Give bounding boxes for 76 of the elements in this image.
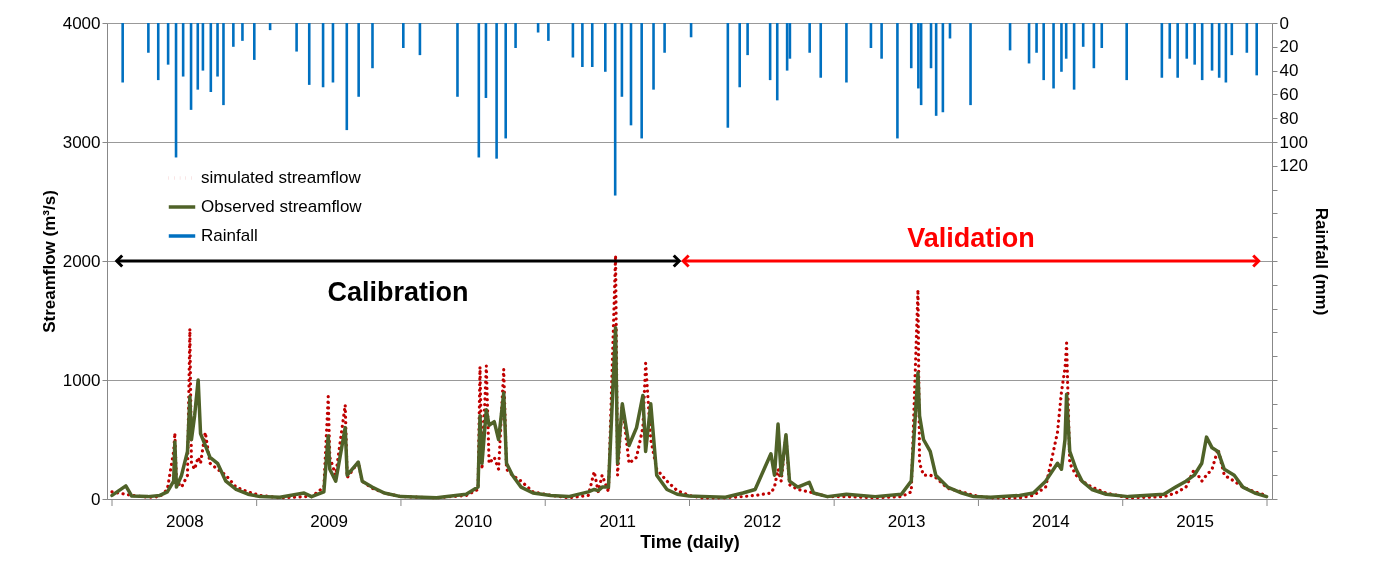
x-tick-label: 2009 <box>310 511 349 531</box>
bar <box>147 23 150 53</box>
bar <box>1193 23 1196 65</box>
bar <box>746 23 749 56</box>
y-tick-label: 2000 <box>62 251 101 271</box>
legend-label: Observed streamflow <box>201 197 363 216</box>
bar <box>1035 23 1038 53</box>
bar <box>121 23 124 83</box>
bar <box>909 23 913 69</box>
bar <box>456 23 459 97</box>
bar <box>819 23 823 78</box>
y2-tick-label: 100 <box>1279 132 1308 152</box>
bar <box>307 23 311 85</box>
bar <box>880 23 883 59</box>
y2-axis-title: Rainfall (mm) <box>1311 207 1331 316</box>
bar <box>357 23 360 97</box>
bar <box>1255 23 1259 76</box>
legend-label: Rainfall <box>201 226 258 245</box>
bar <box>1185 23 1189 59</box>
bar <box>504 23 507 139</box>
bar <box>222 23 225 106</box>
bar <box>402 23 405 48</box>
bar <box>652 23 655 90</box>
bar <box>514 23 517 48</box>
bar <box>604 23 607 72</box>
bar <box>590 23 594 68</box>
bar <box>1168 23 1172 59</box>
annotation: Validation <box>907 223 1035 253</box>
bar <box>640 23 643 139</box>
bar <box>547 23 550 41</box>
x-tick-label: 2011 <box>599 511 636 531</box>
bar <box>1042 23 1045 81</box>
x-axis-title: Time (daily) <box>640 531 740 552</box>
bar <box>663 23 666 53</box>
y-tick-label: 0 <box>91 489 101 509</box>
bar <box>1060 23 1063 72</box>
bar <box>775 23 779 101</box>
bar <box>216 23 219 77</box>
x-tick-label: 2014 <box>1031 511 1070 531</box>
bar <box>845 23 848 83</box>
y-tick-label: 3000 <box>62 132 101 152</box>
bar <box>232 23 235 47</box>
bar <box>1125 23 1128 81</box>
bar <box>738 23 741 88</box>
bar <box>345 23 349 131</box>
bar <box>896 23 899 139</box>
bar <box>253 23 256 60</box>
bar <box>156 23 160 81</box>
x-tick-label: 2008 <box>165 511 204 531</box>
x-tick-label: 2015 <box>1176 511 1215 531</box>
bar <box>241 23 244 41</box>
y2-tick-label: 60 <box>1279 84 1299 104</box>
bar <box>969 23 972 106</box>
bar <box>581 23 584 68</box>
y2-tick-label: 0 <box>1279 13 1289 33</box>
bar <box>808 23 811 53</box>
annotation: Calibration <box>327 277 469 307</box>
legend-label: simulated streamflow <box>201 168 362 187</box>
x-tick-label: 2013 <box>887 511 926 531</box>
y2-tick-label: 20 <box>1279 37 1299 57</box>
bar <box>196 23 200 90</box>
bar <box>1176 23 1179 78</box>
bar <box>1100 23 1104 48</box>
bar <box>295 23 298 52</box>
x-tick-label: 2012 <box>743 511 782 531</box>
x-tick-label: 2010 <box>454 511 493 531</box>
bar <box>371 23 374 69</box>
y2-tick-label: 40 <box>1279 61 1299 81</box>
y2-tick-label: 80 <box>1279 108 1299 128</box>
y2-tick-label: 120 <box>1279 156 1308 176</box>
y-tick-label: 1000 <box>62 370 101 390</box>
y-axis-title: Streamflow (m³/s) <box>39 190 59 333</box>
y-tick-label: 4000 <box>62 13 101 33</box>
line-series <box>110 325 1269 500</box>
bar <box>1052 23 1055 89</box>
bar <box>495 23 498 159</box>
